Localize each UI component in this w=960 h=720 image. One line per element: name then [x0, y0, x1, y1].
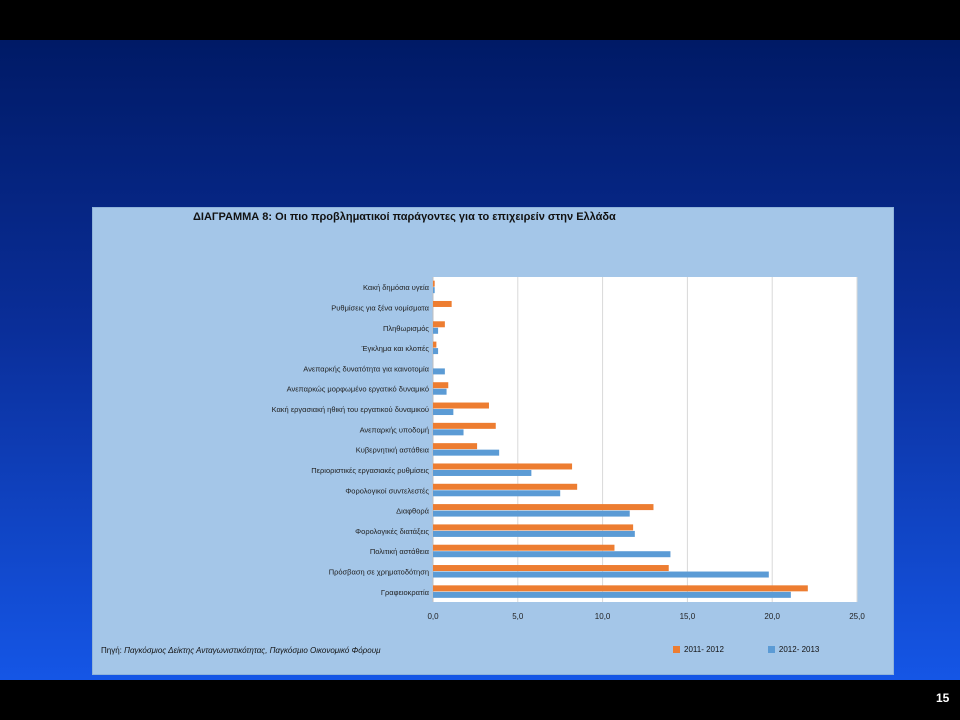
legend-item-2012: 2012- 2013 [767, 645, 820, 654]
category-label: Πρόσβαση σε χρηματοδότηση [329, 568, 429, 577]
chart-source: Πηγή: Παγκόσμιος Δείκτης Ανταγωνιστικότη… [101, 646, 381, 655]
legend-swatch-2011 [673, 646, 680, 653]
category-label: Ρυθμίσεις για ξένα νομίσματα [331, 303, 429, 312]
bar-2011 [433, 443, 478, 450]
bar-2012 [433, 429, 464, 436]
bar-2012 [433, 348, 439, 355]
legend-label-2011: 2011- 2012 [684, 645, 724, 654]
source-label: Πηγή: [101, 646, 122, 655]
x-tick-label: 0,0 [427, 612, 439, 621]
x-tick-label: 10,0 [595, 612, 611, 621]
x-tick-label: 20,0 [764, 612, 780, 621]
bar-2011 [433, 382, 449, 389]
bar-2012 [433, 409, 454, 416]
x-tick-label: 15,0 [680, 612, 696, 621]
page-number: 15 [936, 691, 950, 705]
chart-card: ΔΙΑΓΡΑΜΜΑ 8: Οι πιο προβληματικοί παράγο… [92, 207, 894, 675]
bar-2012 [433, 449, 500, 456]
x-tick-label: 5,0 [512, 612, 524, 621]
chart-title: ΔΙΑΓΡΑΜΜΑ 8: Οι πιο προβληματικοί παράγο… [193, 211, 616, 223]
bar-2012 [433, 469, 532, 476]
bar-2012 [433, 591, 791, 598]
category-label: Κακή δημόσια υγεία [363, 283, 430, 292]
bar-2012 [433, 327, 439, 334]
category-label: Περιοριστικές εργασιακές ρυθμίσεις [311, 466, 429, 475]
category-label: Φορολογικοί συντελεστές [345, 486, 429, 495]
category-label: Ανεπαρκής υποδομή [360, 425, 429, 434]
category-label: Έγκλημα και κλοπές [361, 344, 430, 353]
category-label: Κυβερνητική αστάθεια [356, 446, 430, 455]
bar-2012 [433, 388, 447, 395]
legend-item-2011: 2011- 2012 [673, 645, 724, 654]
bar-2011 [433, 483, 578, 490]
legend-swatch-2012 [767, 646, 775, 653]
category-label: Διαφθορά [396, 507, 429, 516]
bar-2012 [433, 571, 769, 578]
bar-2011 [433, 463, 573, 470]
bar-2012 [433, 510, 630, 517]
bar-2011 [433, 565, 669, 572]
bar-2012 [433, 490, 561, 497]
bar-2012 [433, 368, 445, 375]
bar-2011 [433, 544, 615, 551]
category-label: Γραφειοκρατία [381, 588, 430, 597]
bar-2012 [433, 551, 671, 558]
bar-2011 [433, 300, 452, 307]
bar-chart: 0,0 5,0 10,0 15,0 20,0 25,0 Κακή δημόσια υγεία… [272, 277, 865, 621]
bar-2011 [433, 321, 445, 328]
legend-label-2012: 2012- 2013 [778, 645, 820, 654]
bar-2011 [433, 504, 654, 511]
chart-legend: 2011- 2012 2012- 2013 [673, 645, 819, 654]
category-label: Ανεπαρκής δυνατότητα για καινοτομία [303, 364, 429, 373]
bar-2011 [433, 280, 435, 287]
bar-2011 [433, 422, 496, 429]
source-text: Παγκόσμιος Δείκτης Ανταγωνιστικότητας, Π… [124, 646, 381, 655]
bar-2011 [433, 585, 808, 592]
slide-background: ΔΙΑΓΡΑΜΜΑ 8: Οι πιο προβληματικοί παράγο… [0, 40, 960, 705]
x-tick-label: 25,0 [849, 612, 865, 621]
category-label: Φορολογικές διατάξεις [355, 527, 429, 536]
category-label: Κακή εργασιακή ηθική του εργατικού δυναμ… [272, 405, 429, 414]
category-label: Πληθωρισμός [383, 324, 429, 333]
bar-2012 [433, 287, 435, 294]
bar-2011 [433, 341, 437, 348]
category-label: Ανεπαρκώς μορφωμένο εργατικό δυναμικό [287, 385, 429, 394]
category-label: Πολιτική αστάθεια [370, 547, 430, 556]
bar-2011 [433, 402, 489, 409]
bar-2011 [433, 524, 634, 531]
bar-2012 [433, 530, 635, 537]
